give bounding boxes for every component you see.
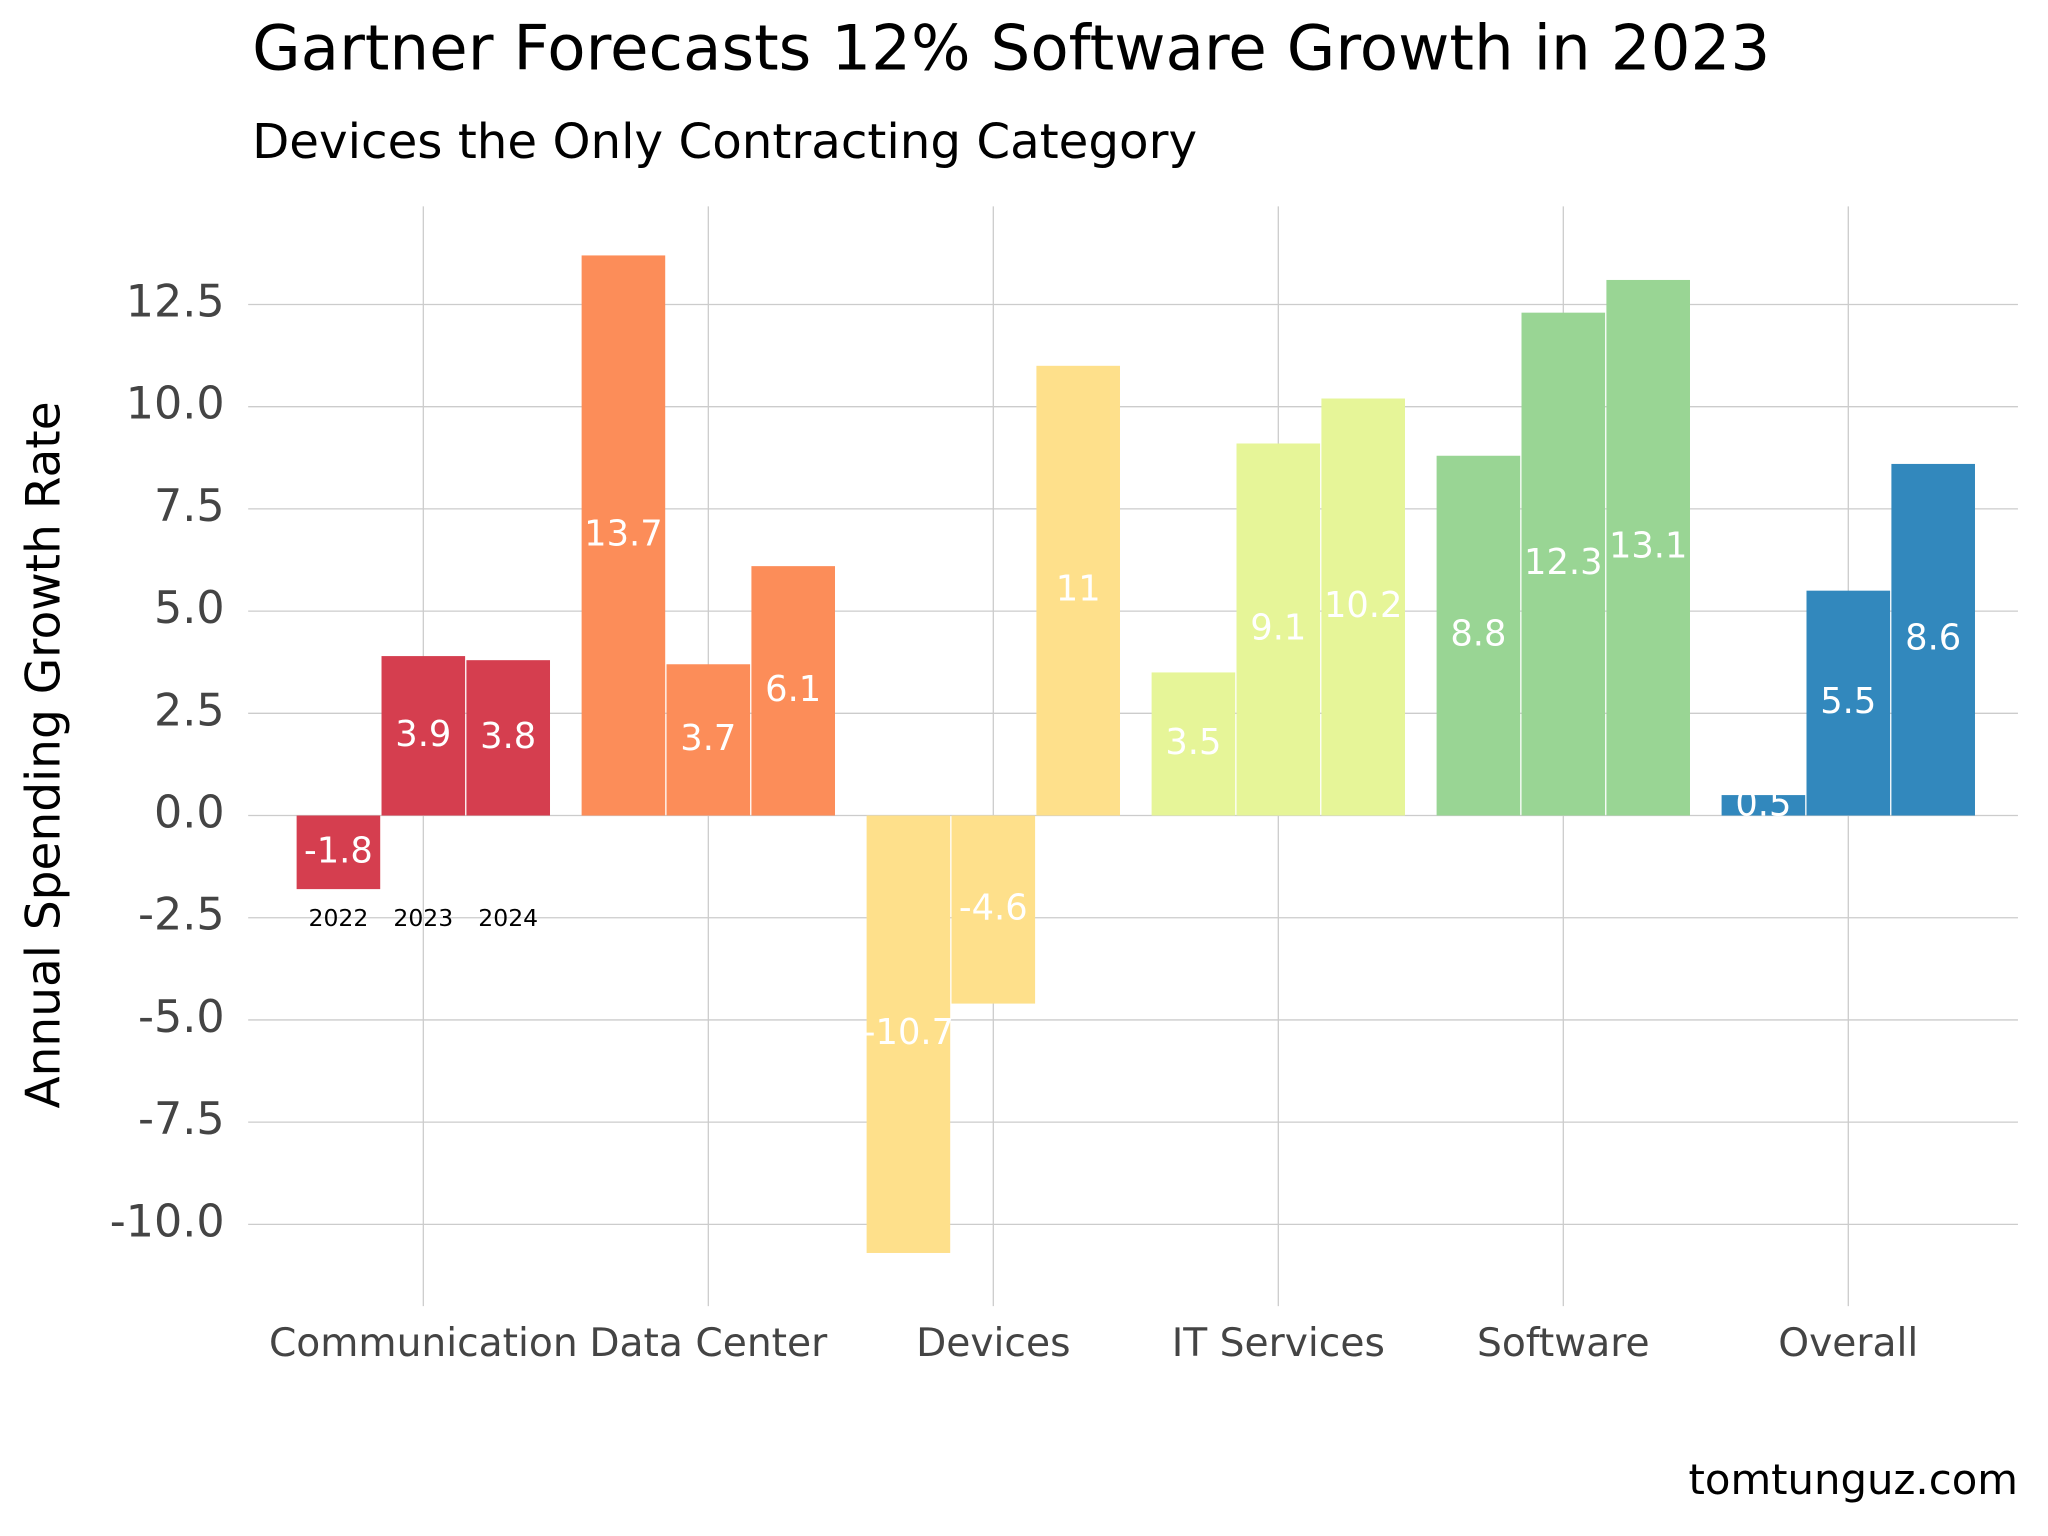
chart-title: Gartner Forecasts 12% Software Growth in…	[252, 11, 1770, 84]
data-label: 12.3	[1524, 542, 1603, 583]
data-label: 8.6	[1905, 618, 1961, 659]
data-label: 6.1	[765, 669, 821, 710]
x-tick-label: Software	[1477, 1321, 1650, 1366]
data-label: -1.8	[304, 830, 373, 871]
legend-label: 2024	[478, 904, 538, 932]
y-tick-label: 0.0	[154, 788, 225, 839]
legend-label: 2022	[309, 904, 369, 932]
y-tick-label: 7.5	[154, 481, 225, 532]
y-tick-label: -10.0	[110, 1196, 225, 1247]
data-label: -4.6	[959, 888, 1028, 929]
data-label: 11	[1056, 569, 1101, 610]
data-label: 8.8	[1450, 614, 1506, 655]
data-label: 3.9	[395, 714, 451, 755]
x-tick-label: Overall	[1778, 1321, 1918, 1366]
y-tick-label: 12.5	[126, 276, 225, 327]
bar	[581, 255, 666, 816]
x-tick-label: Data Center	[589, 1321, 828, 1366]
bar	[1036, 365, 1120, 816]
y-tick-label: -2.5	[138, 890, 225, 941]
legend-label: 2023	[393, 904, 453, 932]
y-tick-label: -5.0	[138, 992, 225, 1043]
chart-subtitle: Devices the Only Contracting Category	[252, 114, 1197, 170]
data-label: 10.2	[1324, 585, 1403, 626]
bar	[1236, 443, 1321, 816]
bar	[1606, 279, 1690, 816]
y-tick-label: 2.5	[154, 685, 225, 736]
bar	[1436, 455, 1521, 816]
source: tomtunguz.com	[1689, 1455, 2018, 1504]
data-label: 0.5	[1735, 783, 1791, 824]
bar	[296, 815, 381, 890]
data-label: 13.7	[584, 513, 663, 554]
x-tick-label: Devices	[916, 1321, 1070, 1366]
x-tick-label: Communication	[269, 1321, 578, 1366]
data-label: 13.1	[1609, 526, 1688, 567]
bar	[866, 815, 951, 1253]
y-tick-label: 5.0	[154, 583, 225, 634]
data-label: -10.7	[863, 1012, 954, 1053]
data-label: 9.1	[1250, 608, 1306, 649]
data-label: 5.5	[1820, 681, 1876, 722]
bar	[951, 815, 1036, 1004]
bar	[466, 660, 551, 816]
bar	[751, 566, 836, 816]
y-tick-label: -7.5	[138, 1094, 225, 1145]
data-label: 3.7	[680, 718, 736, 759]
bar	[1151, 672, 1236, 816]
bar	[1891, 463, 1975, 816]
bar	[1721, 795, 1806, 816]
y-tick-label: 10.0	[126, 379, 225, 430]
bar	[381, 656, 466, 816]
data-label: 3.5	[1165, 722, 1221, 763]
bar	[1806, 590, 1891, 816]
x-tick-label: IT Services	[1172, 1321, 1385, 1366]
y-axis-label: Annual Spending Growth Rate	[17, 401, 72, 1108]
bar	[1321, 398, 1405, 816]
bar	[1521, 312, 1606, 816]
bar	[666, 664, 751, 816]
data-label: 3.8	[480, 716, 536, 757]
